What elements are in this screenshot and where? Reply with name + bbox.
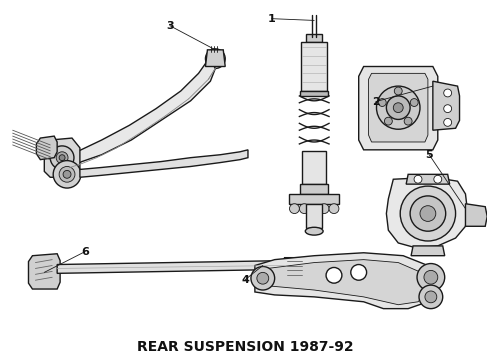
Circle shape bbox=[290, 204, 299, 213]
Circle shape bbox=[417, 264, 445, 291]
Circle shape bbox=[378, 99, 386, 107]
Circle shape bbox=[385, 117, 392, 125]
Circle shape bbox=[434, 175, 442, 183]
Text: 2: 2 bbox=[372, 96, 380, 107]
Circle shape bbox=[425, 291, 437, 303]
Polygon shape bbox=[368, 73, 428, 142]
Polygon shape bbox=[255, 253, 438, 309]
Text: 1: 1 bbox=[268, 14, 275, 24]
Circle shape bbox=[444, 89, 452, 97]
Circle shape bbox=[251, 266, 275, 290]
Circle shape bbox=[59, 155, 65, 161]
Polygon shape bbox=[302, 151, 326, 184]
Polygon shape bbox=[290, 194, 339, 204]
Text: 5: 5 bbox=[425, 149, 433, 159]
Circle shape bbox=[404, 117, 412, 125]
Text: 4: 4 bbox=[241, 275, 249, 285]
Polygon shape bbox=[50, 57, 215, 171]
Circle shape bbox=[59, 166, 75, 182]
Polygon shape bbox=[28, 254, 60, 289]
Polygon shape bbox=[359, 67, 438, 150]
Polygon shape bbox=[466, 204, 487, 226]
Polygon shape bbox=[260, 260, 428, 305]
Polygon shape bbox=[301, 42, 327, 91]
Circle shape bbox=[329, 204, 339, 213]
Text: REAR SUSPENSION 1987-92: REAR SUSPENSION 1987-92 bbox=[137, 340, 353, 354]
Circle shape bbox=[205, 49, 225, 68]
Circle shape bbox=[319, 204, 329, 213]
Polygon shape bbox=[411, 246, 445, 256]
Circle shape bbox=[257, 273, 269, 284]
Circle shape bbox=[400, 186, 456, 241]
Text: 3: 3 bbox=[166, 21, 174, 31]
Circle shape bbox=[424, 270, 438, 284]
Circle shape bbox=[387, 96, 410, 120]
Circle shape bbox=[210, 54, 221, 64]
Polygon shape bbox=[44, 138, 80, 177]
Polygon shape bbox=[300, 91, 328, 96]
Circle shape bbox=[299, 204, 309, 213]
Circle shape bbox=[63, 170, 71, 178]
Circle shape bbox=[410, 196, 446, 231]
Text: 6: 6 bbox=[81, 247, 89, 257]
Polygon shape bbox=[433, 81, 460, 130]
Polygon shape bbox=[406, 174, 450, 184]
Polygon shape bbox=[387, 177, 467, 248]
Polygon shape bbox=[306, 204, 322, 228]
Circle shape bbox=[56, 152, 68, 163]
Circle shape bbox=[444, 118, 452, 126]
Circle shape bbox=[394, 87, 402, 95]
Circle shape bbox=[326, 267, 342, 283]
Circle shape bbox=[414, 175, 422, 183]
Circle shape bbox=[376, 86, 420, 129]
Circle shape bbox=[444, 105, 452, 113]
Polygon shape bbox=[205, 50, 225, 67]
Polygon shape bbox=[283, 258, 308, 282]
Circle shape bbox=[53, 161, 81, 188]
Circle shape bbox=[419, 285, 443, 309]
Polygon shape bbox=[300, 184, 328, 194]
Circle shape bbox=[50, 146, 74, 170]
Circle shape bbox=[393, 103, 403, 113]
Ellipse shape bbox=[305, 227, 323, 235]
Circle shape bbox=[420, 206, 436, 221]
Circle shape bbox=[351, 265, 367, 280]
Polygon shape bbox=[36, 136, 57, 159]
Circle shape bbox=[410, 99, 418, 107]
Polygon shape bbox=[306, 34, 322, 42]
Polygon shape bbox=[57, 261, 285, 273]
Polygon shape bbox=[80, 150, 248, 177]
